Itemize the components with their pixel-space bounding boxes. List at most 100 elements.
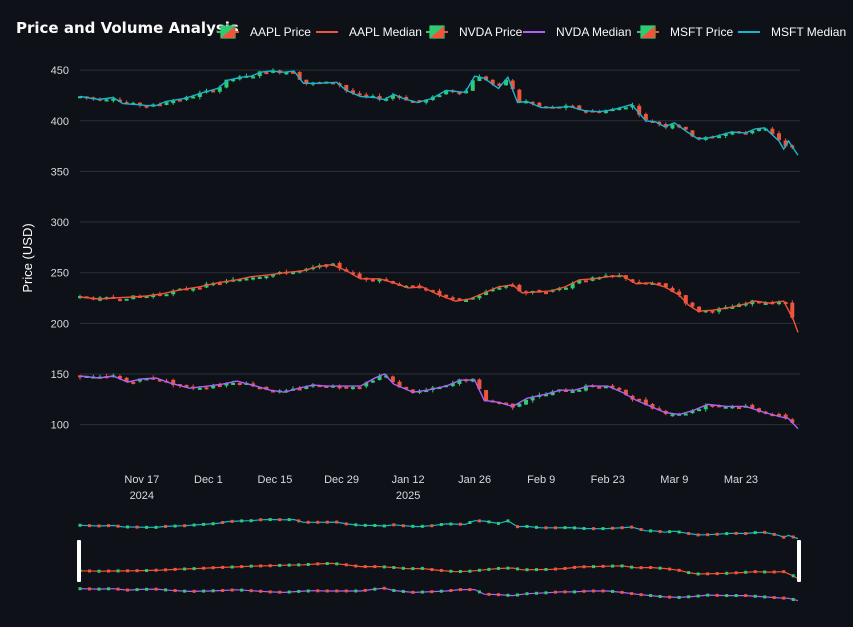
- slider-candle: [155, 569, 158, 572]
- y-tick-label: 100: [51, 420, 69, 432]
- slider-candle: [478, 590, 481, 593]
- slider-candle: [221, 566, 224, 569]
- range-handle-right[interactable]: [797, 540, 801, 582]
- slider-candle: [782, 536, 785, 539]
- slider-candle: [525, 592, 528, 595]
- slider-candle: [449, 523, 452, 526]
- y-tick-label: 200: [51, 318, 69, 330]
- candle-body: [697, 409, 701, 411]
- slider-candle: [354, 589, 357, 592]
- slider-candle: [145, 588, 148, 591]
- y-tick-label: 400: [51, 116, 69, 128]
- y-tick-label: 350: [51, 166, 69, 178]
- slider-candle: [136, 569, 139, 572]
- slider-candle: [659, 567, 662, 570]
- slider-candle: [668, 568, 671, 571]
- x-tick-year: 2024: [130, 490, 154, 502]
- slider-candle: [364, 524, 367, 527]
- slider-candle: [516, 567, 519, 570]
- slider-candle: [602, 589, 605, 592]
- slider-candle: [468, 570, 471, 573]
- slider-candle: [297, 590, 300, 593]
- slider-candle: [763, 531, 766, 534]
- slider-candle: [544, 526, 547, 529]
- slider-candle: [449, 589, 452, 592]
- y-tick-label: 450: [51, 65, 69, 77]
- slider-candle: [212, 566, 215, 569]
- x-tick-label: Dec 29: [324, 474, 359, 486]
- slider-candle: [145, 569, 148, 572]
- slider-candle: [640, 593, 643, 596]
- slider-candle: [411, 525, 414, 528]
- slider-candle: [335, 521, 338, 524]
- slider-candle: [554, 526, 557, 529]
- slider-candle: [506, 519, 509, 522]
- slider-candle: [202, 523, 205, 526]
- y-axis-label: Price (USD): [20, 223, 35, 292]
- slider-candle: [250, 565, 253, 568]
- candle-body: [371, 279, 375, 281]
- candle-body: [244, 279, 248, 281]
- slider-candle: [716, 594, 719, 597]
- slider-candle: [364, 565, 367, 568]
- slider-candle: [564, 590, 567, 593]
- slider-candle: [659, 595, 662, 598]
- slider-candle: [250, 589, 253, 592]
- slider-candle: [193, 524, 196, 527]
- candle-body: [584, 280, 588, 282]
- candle-body: [351, 387, 355, 389]
- candle-body: [198, 288, 202, 290]
- slider-candle: [402, 590, 405, 593]
- candle-body: [684, 414, 688, 416]
- range-handle-left[interactable]: [77, 540, 81, 582]
- slider-candle: [430, 590, 433, 593]
- slider-candle: [592, 565, 595, 568]
- slider-candle: [231, 520, 234, 523]
- slider-candle: [316, 521, 319, 524]
- slider-candle: [98, 524, 101, 527]
- slider-candle: [773, 570, 776, 573]
- slider-candle: [164, 588, 167, 591]
- slider-candle: [525, 525, 528, 528]
- slider-candle: [773, 596, 776, 599]
- slider-candle: [183, 524, 186, 527]
- slider-candle: [573, 566, 576, 569]
- slider-candle: [735, 571, 738, 574]
- slider-candle: [697, 595, 700, 598]
- slider-candle: [640, 566, 643, 569]
- chart-title: Price and Volume Analysis: [16, 19, 239, 37]
- slider-candle: [478, 519, 481, 522]
- slider-candle: [316, 562, 319, 565]
- legend-label: MSFT Median: [771, 25, 846, 39]
- slider-candle: [744, 532, 747, 535]
- legend-item: MSFT Price: [637, 25, 733, 39]
- slider-candle: [411, 591, 414, 594]
- slider-candle: [88, 587, 91, 590]
- candle-body: [344, 387, 348, 389]
- slider-candle: [478, 569, 481, 572]
- slider-candle: [183, 590, 186, 593]
- slider-candle: [98, 570, 101, 573]
- slider-candle: [554, 568, 557, 571]
- slider-candle: [782, 597, 785, 600]
- slider-candle: [240, 589, 243, 592]
- slider-candle: [307, 521, 310, 524]
- slider-candle: [440, 523, 443, 526]
- x-tick-label: Jan 26: [458, 474, 491, 486]
- slider-candle: [497, 567, 500, 570]
- slider-candle: [88, 569, 91, 572]
- slider-candle: [345, 522, 348, 525]
- slider-candle: [240, 519, 243, 522]
- slider-candle: [402, 567, 405, 570]
- slider-candle: [687, 532, 690, 535]
- slider-candle: [212, 522, 215, 525]
- slider-candle: [763, 595, 766, 598]
- slider-candle: [117, 588, 120, 591]
- legend-label: NVDA Price: [459, 25, 523, 39]
- slider-candle: [754, 531, 757, 534]
- slider-candle: [583, 527, 586, 530]
- slider-candle: [98, 588, 101, 591]
- slider-candle: [668, 596, 671, 599]
